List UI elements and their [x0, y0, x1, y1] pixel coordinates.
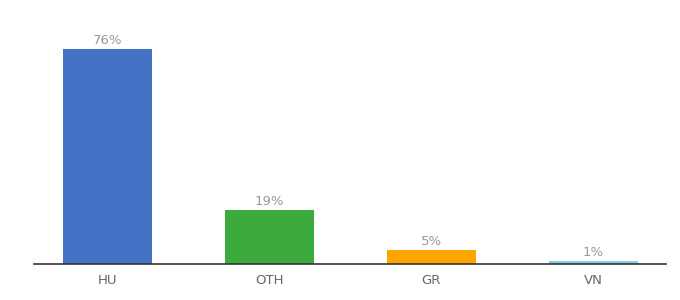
- Bar: [63, 50, 152, 264]
- Text: 1%: 1%: [583, 246, 604, 259]
- Text: 76%: 76%: [92, 34, 122, 47]
- Text: 19%: 19%: [254, 195, 284, 208]
- Bar: [387, 250, 476, 264]
- Bar: [549, 261, 638, 264]
- Text: 5%: 5%: [421, 235, 442, 248]
- Bar: [224, 210, 313, 264]
